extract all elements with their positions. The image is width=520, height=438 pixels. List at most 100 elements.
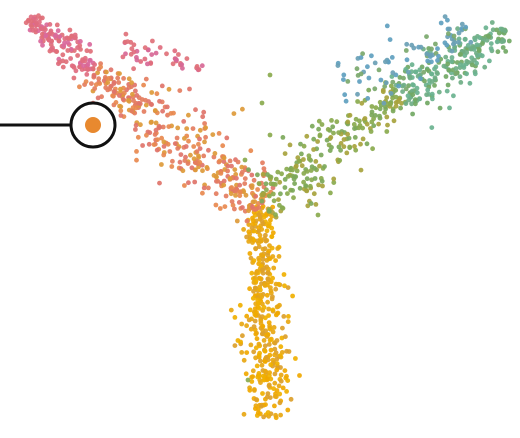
scatter-point [488, 46, 494, 51]
scatter-point [382, 110, 387, 115]
scatter-point [253, 278, 259, 284]
scatter-point [270, 185, 276, 191]
scatter-point [290, 167, 295, 173]
scatter-point [234, 175, 239, 181]
scatter-point [472, 71, 478, 77]
scatter-point [161, 139, 167, 145]
scatter-point [293, 356, 298, 361]
scatter-point [474, 60, 479, 66]
scatter-point [273, 412, 278, 418]
scatter-point [193, 167, 198, 173]
scatter-point [456, 30, 462, 36]
scatter-point [309, 123, 315, 129]
scatter-point [270, 275, 275, 281]
scatter-point [464, 71, 469, 77]
scatter-point [258, 358, 263, 364]
scatter-point [474, 42, 480, 48]
scatter-point [399, 100, 404, 106]
scatter-point [280, 385, 286, 391]
scatter-point [450, 75, 455, 81]
scatter-point [108, 67, 114, 73]
scatter-point [146, 141, 152, 147]
scatter-point [120, 96, 126, 102]
scatter-point [69, 34, 74, 39]
scatter-point [266, 342, 272, 347]
scatter-point [377, 113, 382, 119]
scatter-point [335, 63, 341, 68]
scatter-point [265, 410, 271, 415]
scatter-point [253, 345, 259, 351]
scatter-point [319, 122, 325, 127]
highlighted-point[interactable] [85, 117, 101, 133]
scatter-point [429, 59, 434, 65]
scatter-point [223, 193, 229, 199]
scatter-point [331, 176, 337, 182]
scatter-point [433, 41, 438, 47]
scatter-point [172, 141, 178, 147]
scatter-point [459, 26, 465, 31]
scatter-point [487, 58, 492, 64]
scatter-point [200, 168, 205, 174]
scatter-point [449, 59, 454, 64]
scatter-point [38, 38, 43, 44]
scatter-point [360, 51, 365, 57]
scatter-point [430, 96, 435, 102]
scatter-point [331, 180, 337, 186]
scatter-point [438, 20, 444, 26]
scatter-point [364, 141, 370, 147]
scatter-point [201, 153, 207, 159]
scatter-point [468, 46, 474, 52]
scatter-point [142, 45, 148, 51]
scatter-point [92, 86, 98, 91]
scatter-point [239, 321, 245, 327]
scatter-point [292, 174, 297, 180]
scatter-point [378, 77, 384, 83]
scatter-point [159, 83, 165, 89]
scatter-point [186, 138, 191, 144]
scatter-point [270, 191, 276, 197]
scatter-point [293, 164, 298, 170]
scatter-point [277, 302, 282, 308]
scatter-point [190, 126, 196, 131]
scatter-point [366, 75, 372, 81]
scatter-point [434, 70, 440, 75]
scatter-point [425, 87, 431, 93]
scatter-point [283, 334, 288, 340]
scatter-point [429, 91, 435, 97]
scatter-point [435, 58, 440, 63]
scatter-point [210, 132, 216, 138]
scatter-point [285, 191, 290, 197]
scatter-point [424, 92, 429, 98]
scatter-point [169, 164, 175, 169]
scatter-point [455, 26, 460, 32]
scatter-point [46, 37, 52, 43]
scatter-point [241, 189, 247, 195]
scatter-point [469, 62, 475, 68]
scatter-point [233, 187, 239, 193]
scatter-point [270, 329, 276, 335]
scatter-point [369, 119, 375, 125]
scatter-point [159, 162, 164, 167]
scatter-point [285, 174, 291, 179]
scatter-point [390, 108, 396, 114]
scatter-point [261, 373, 266, 379]
scatter-point [322, 164, 327, 169]
scatter-point [425, 67, 430, 72]
scatter-point [268, 290, 274, 296]
scatter-point [368, 129, 374, 134]
scatter-point [84, 72, 90, 77]
scatter-point [236, 200, 242, 205]
scatter-point [249, 374, 255, 380]
scatter-point [424, 34, 429, 39]
scatter-point [444, 88, 450, 94]
scatter-point [232, 167, 238, 173]
scatter-point [245, 377, 251, 383]
scatter-point [244, 234, 250, 240]
scatter-point [272, 352, 278, 358]
scatter-point [252, 318, 258, 324]
scatter-point [412, 97, 418, 102]
scatter-point [263, 181, 269, 187]
scatter-point [137, 101, 143, 107]
scatter-point [150, 38, 155, 44]
scatter-point [413, 101, 418, 107]
